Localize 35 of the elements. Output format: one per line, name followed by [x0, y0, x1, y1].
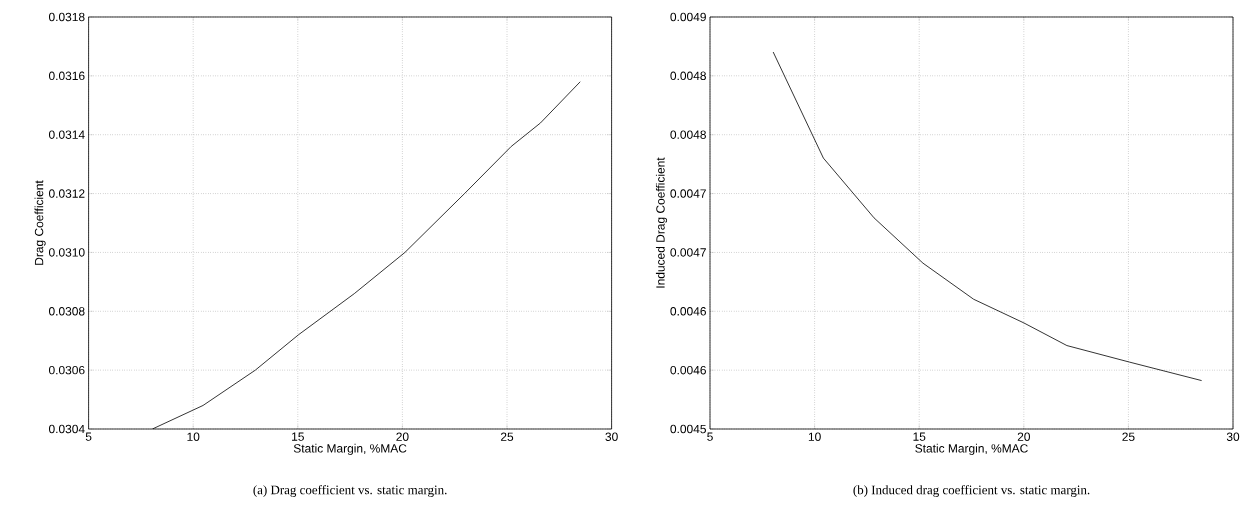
x-tick-label: 15 [913, 432, 926, 441]
text: (a) Drag coefficient vs. static margin. [253, 485, 447, 497]
y-tick-label: 0.0318 [48, 12, 85, 22]
x-tick-label: 15 [292, 432, 304, 441]
x-tick-label: 20 [1017, 432, 1030, 441]
y-tick-label: 0.0045 [670, 424, 706, 434]
y-tick-label: 0.0049 [670, 12, 706, 22]
y-tick-label: 0.0304 [48, 424, 85, 434]
x-tick-label: 25 [500, 432, 514, 441]
y-axis-title: Induced Drag Coefficient [655, 157, 668, 288]
x-tick-label: 5 [85, 432, 92, 441]
y-tick-label: 0.0316 [48, 71, 85, 81]
y-tick-label: 0.0046 [670, 307, 706, 316]
y-tick-label: 0.0047 [670, 248, 706, 257]
y-tick-label: 0.0048 [670, 130, 706, 139]
x-tick-label: 20 [396, 432, 409, 441]
y-tick-label: 0.0046 [670, 365, 706, 375]
x-tick-label: 5 [707, 432, 713, 441]
line-series [772, 51, 1203, 381]
x-tick-label: 10 [808, 432, 821, 441]
x-tick-label: 10 [187, 432, 200, 441]
y-tick-label: 0.0314 [48, 130, 85, 139]
y-tick-label: 0.0310 [48, 248, 85, 257]
x-axis-title: Static Margin, %MAC [915, 443, 1028, 455]
x-tick-label: 30 [605, 432, 618, 441]
x-tick-label: 30 [1226, 432, 1240, 441]
x-axis-title: Static Margin, %MAC [293, 443, 407, 455]
y-axis-title: Drag Coefficient [34, 180, 46, 265]
y-tick-label: 0.0312 [48, 189, 85, 198]
y-tick-label: 0.0308 [48, 307, 85, 316]
y-tick-label: 0.0048 [670, 71, 706, 81]
text: (b) Induced drag coefficient vs. static margin. [853, 485, 1090, 497]
y-tick-label: 0.0047 [670, 189, 706, 198]
x-tick-label: 25 [1122, 432, 1135, 441]
y-tick-label: 0.0306 [48, 365, 85, 375]
